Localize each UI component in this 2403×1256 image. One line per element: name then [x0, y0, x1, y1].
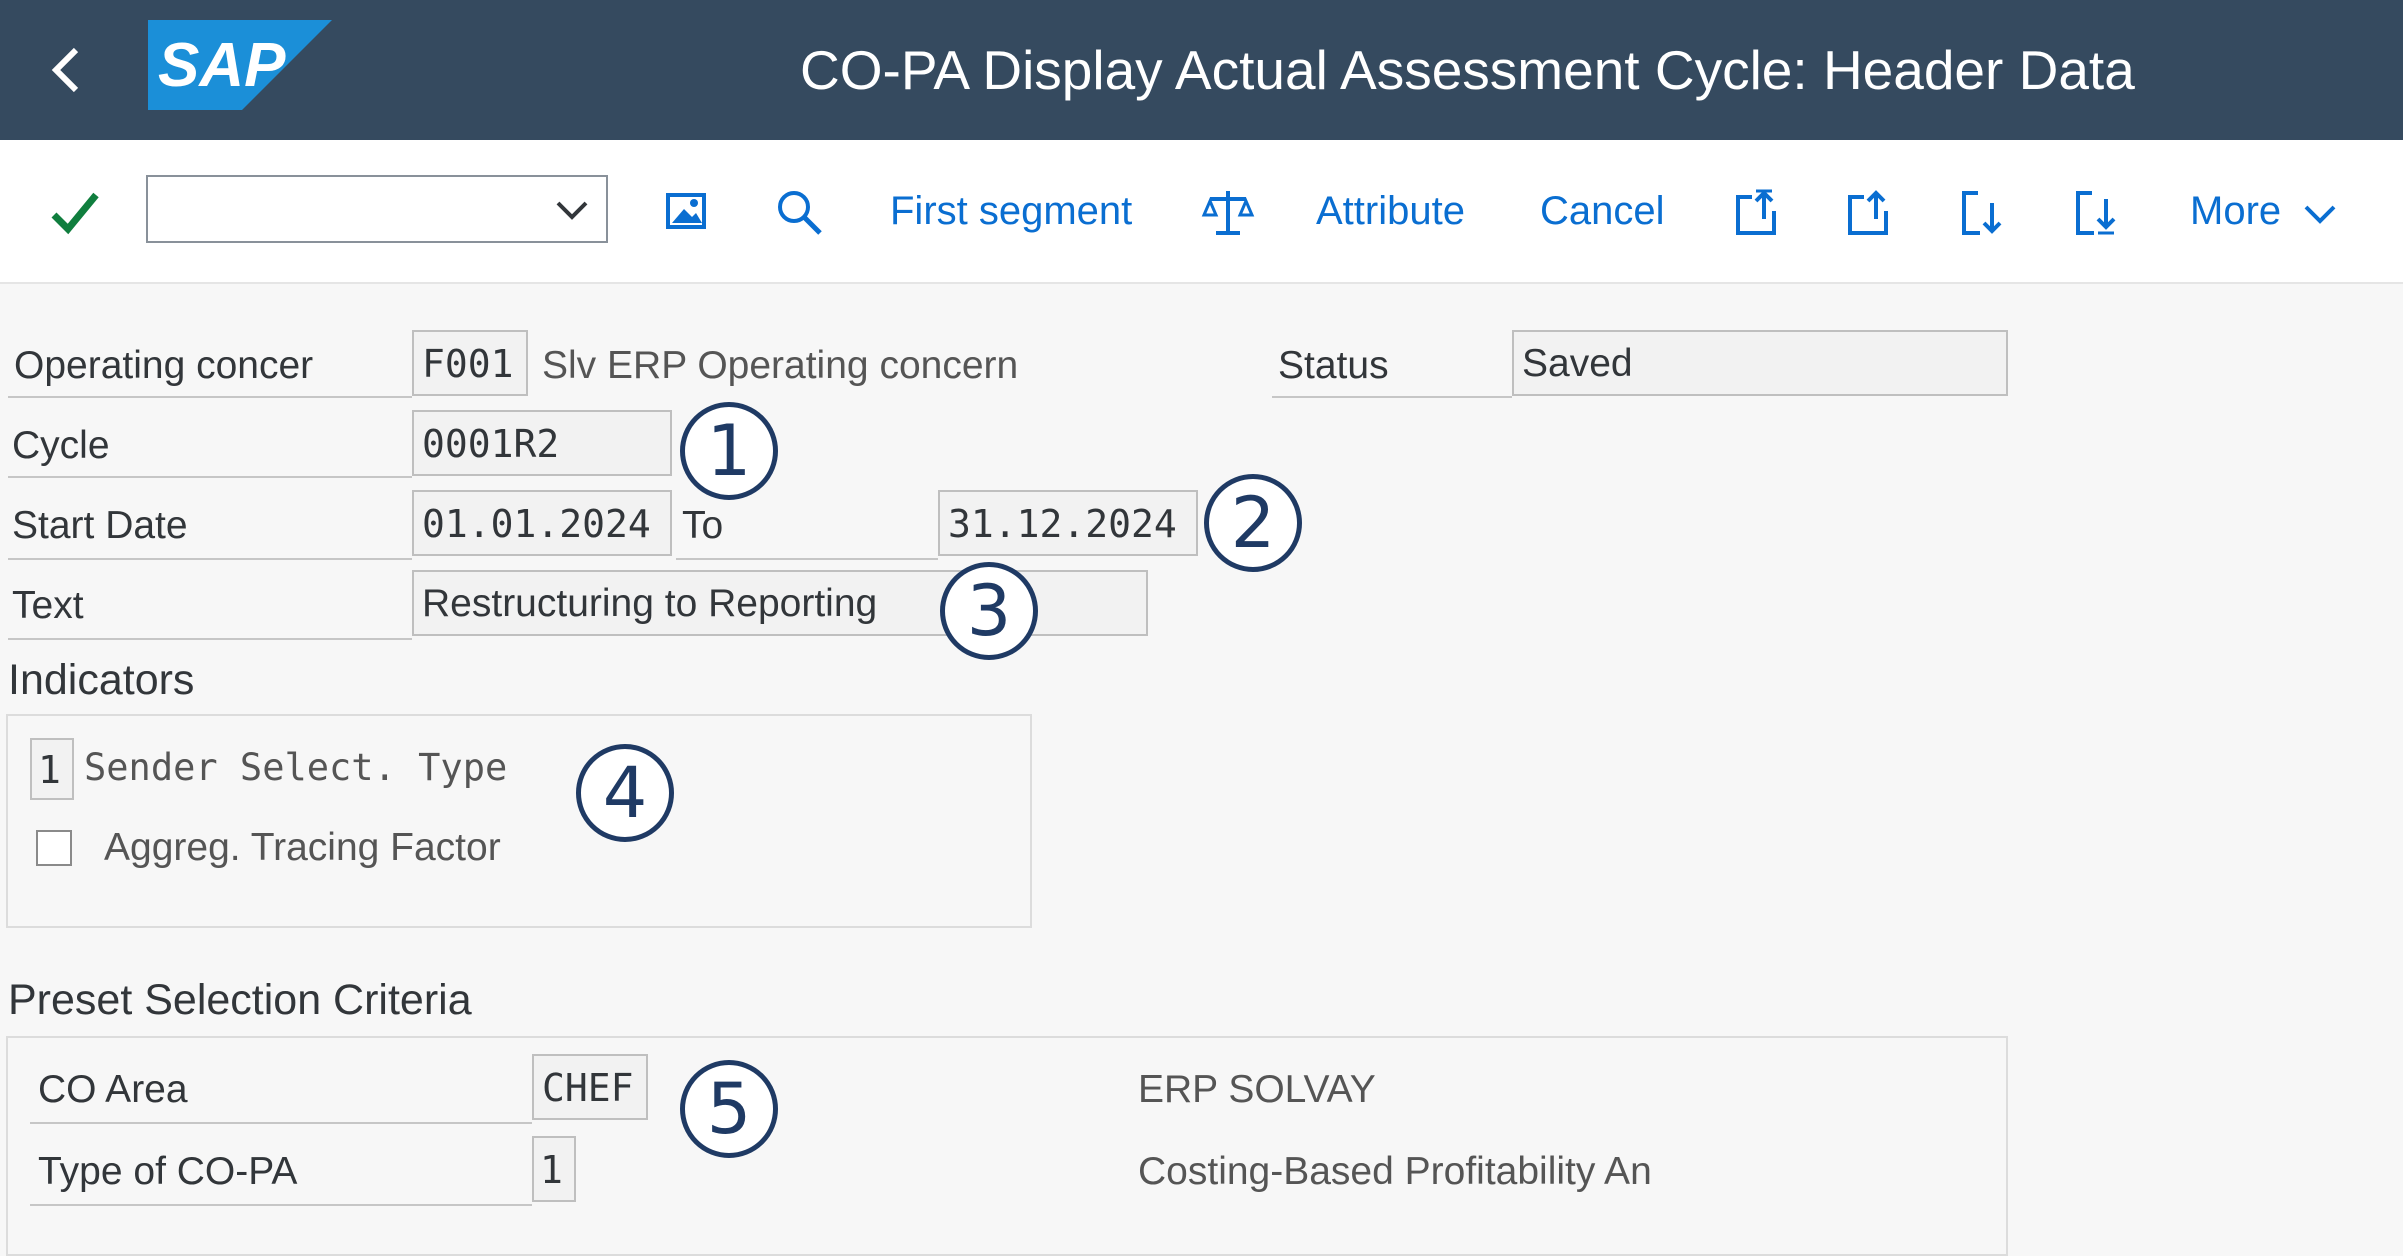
- co-area-label: CO Area: [38, 1068, 188, 1111]
- to-date-label: To: [682, 504, 724, 547]
- command-field[interactable]: [146, 175, 608, 243]
- type-of-copa-description: Costing-Based Profitability An: [1138, 1150, 1652, 1193]
- sap-logo: SAP: [148, 20, 332, 110]
- preset-selection-title: Preset Selection Criteria: [8, 976, 472, 1024]
- enter-check-icon[interactable]: [48, 185, 104, 241]
- co-area-description: ERP SOLVAY: [1138, 1068, 1376, 1111]
- attribute-button[interactable]: Attribute: [1316, 189, 1465, 233]
- type-of-copa-label: Type of CO-PA: [38, 1150, 298, 1193]
- previous-page-icon[interactable]: [1842, 185, 1898, 241]
- text-label: Text: [12, 584, 84, 627]
- divider: [30, 1204, 532, 1206]
- divider: [8, 476, 412, 478]
- operating-concern-label: Operating concer: [14, 344, 314, 387]
- operating-concern-description: Slv ERP Operating concern: [542, 344, 1019, 387]
- divider: [8, 396, 412, 398]
- divider: [8, 638, 412, 640]
- divider: [8, 558, 412, 560]
- status-field[interactable]: Saved: [1512, 330, 2008, 396]
- type-of-copa-field[interactable]: 1: [532, 1136, 576, 1202]
- sender-select-type-field[interactable]: 1: [30, 738, 74, 800]
- annotation-badge-2: 2: [1204, 474, 1302, 572]
- next-page-icon[interactable]: [1956, 185, 2012, 241]
- divider: [676, 558, 938, 560]
- shell-bar: SAP CO-PA Display Actual Assessment Cycl…: [0, 0, 2403, 140]
- text-field[interactable]: Restructuring to Reporting: [412, 570, 1148, 636]
- annotation-badge-4: 4: [576, 744, 674, 842]
- cycle-label: Cycle: [12, 424, 110, 467]
- more-button[interactable]: More: [2190, 140, 2340, 282]
- first-page-icon[interactable]: [1730, 185, 1786, 241]
- chevron-down-icon: [2304, 206, 2336, 225]
- to-date-field[interactable]: 31.12.2024: [938, 490, 1198, 556]
- operating-concern-field[interactable]: F001: [412, 330, 528, 396]
- toolbar: First segment Attribute Cancel More: [0, 140, 2403, 284]
- annotation-badge-3: 3: [940, 562, 1038, 660]
- start-date-field[interactable]: 01.01.2024: [412, 490, 672, 556]
- balance-scale-icon[interactable]: [1200, 185, 1256, 241]
- preset-selection-group: [6, 1036, 2008, 1256]
- more-label: More: [2190, 189, 2282, 233]
- search-icon[interactable]: [772, 185, 828, 241]
- start-date-label: Start Date: [12, 504, 188, 547]
- back-icon[interactable]: [46, 30, 86, 110]
- last-page-icon[interactable]: [2070, 185, 2126, 241]
- cycle-field[interactable]: 0001R2: [412, 410, 672, 476]
- indicators-group: [6, 714, 1032, 928]
- aggreg-tracing-factor-label: Aggreg. Tracing Factor: [104, 826, 501, 869]
- first-segment-button[interactable]: First segment: [890, 189, 1133, 233]
- status-label: Status: [1278, 344, 1389, 387]
- chevron-down-icon[interactable]: [552, 189, 592, 234]
- page-title: CO-PA Display Actual Assessment Cycle: H…: [800, 39, 2135, 101]
- indicators-title: Indicators: [8, 656, 195, 704]
- svg-text:SAP: SAP: [158, 31, 286, 100]
- co-area-field[interactable]: CHEF: [532, 1054, 648, 1120]
- annotation-badge-5: 5: [680, 1060, 778, 1158]
- divider: [1272, 396, 1512, 398]
- annotation-badge-1: 1: [680, 402, 778, 500]
- divider: [30, 1122, 532, 1124]
- image-icon[interactable]: [660, 185, 716, 241]
- aggreg-tracing-factor-checkbox[interactable]: [36, 830, 72, 866]
- sender-select-type-label: Sender Select. Type: [84, 746, 508, 789]
- cancel-button[interactable]: Cancel: [1540, 189, 1665, 233]
